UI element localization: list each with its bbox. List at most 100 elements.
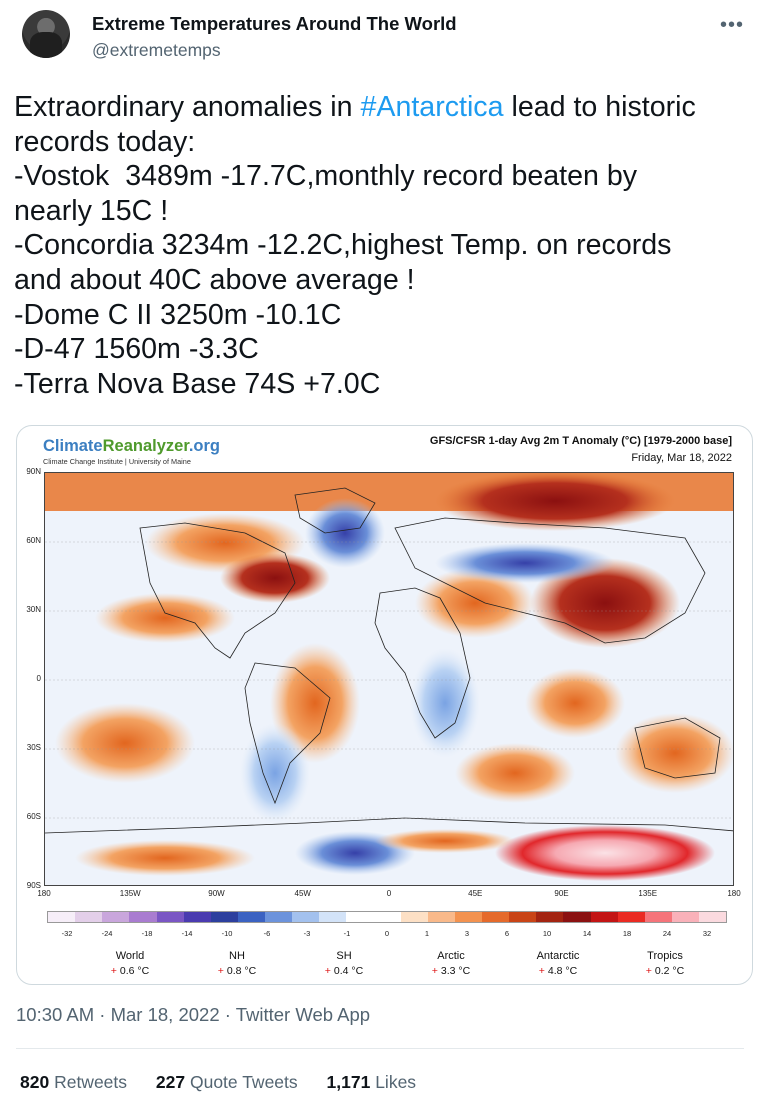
colorbar-swatch	[346, 912, 374, 922]
colorbar-swatch	[671, 912, 699, 922]
colorbar-tick-label: 24	[662, 929, 672, 938]
longitude-label: 0	[386, 889, 392, 898]
colorbar-tick-label: 14	[582, 929, 592, 938]
stat-value: +4.8 °C	[538, 965, 578, 977]
colorbar-tick-label: -10	[221, 929, 233, 938]
colorbar-tick-label: -32	[61, 929, 73, 938]
stat-name: World	[115, 950, 145, 962]
map-title: GFS/CFSR 1-day Avg 2m T Anomaly (°C) [19…	[429, 435, 732, 447]
colorbar-labels: -32 -24 -18 -14 -10 -6 -3 -1 0 1 3 6 10 14 18 24 32	[47, 926, 727, 938]
colorbar-swatch	[644, 912, 672, 922]
logo-part: Reanalyzer	[102, 437, 189, 455]
colorbar-swatch	[292, 912, 320, 922]
colorbar-swatch	[102, 912, 130, 922]
colorbar-tick-label: 10	[542, 929, 552, 938]
tweet-line: nearly 15C !	[14, 194, 169, 227]
colorbar-tick-label: -24	[101, 929, 113, 938]
plus-sign: +	[324, 965, 331, 977]
climate-reanalyzer-logo: ClimateReanalyzer.org	[43, 437, 220, 456]
likes-count: 1,171	[326, 1072, 371, 1092]
colorbar-tick-label: -1	[343, 929, 351, 938]
plus-sign: +	[645, 965, 652, 977]
retweets-link[interactable]: 820 Retweets	[20, 1072, 127, 1092]
colorbar-swatch	[48, 912, 76, 922]
stat-nh: NH +0.8 °C	[187, 950, 287, 977]
tweet-line: -Concordia 3234m -12.2C,highest Temp. on…	[14, 229, 672, 262]
hashtag-link[interactable]: #Antarctica	[360, 91, 504, 123]
stat-name: SH	[336, 950, 352, 962]
colorbar-swatch	[699, 912, 727, 922]
plus-sign: +	[217, 965, 224, 977]
colorbar-swatch	[536, 912, 564, 922]
tweet-line: and about 40C above average !	[14, 263, 415, 296]
colorbar-tick-label: -6	[263, 929, 271, 938]
stat-value: +0.2 °C	[645, 965, 685, 977]
colorbar-swatch	[427, 912, 455, 922]
east-antarctica-anomaly	[495, 825, 715, 881]
colorbar-tick-label: -14	[181, 929, 193, 938]
likes-link[interactable]: 1,171 Likes	[327, 1072, 417, 1092]
tweet-text: Extraordinary anomalies in #Antarctica l…	[14, 90, 754, 401]
graticule	[45, 541, 733, 819]
plus-sign: +	[538, 965, 545, 977]
divider	[16, 1048, 744, 1049]
colorbar-swatch	[509, 912, 537, 922]
avatar[interactable]	[22, 10, 70, 58]
more-horizontal-icon[interactable]: •••	[719, 14, 744, 36]
text-segment: Extraordinary anomalies in	[14, 91, 361, 123]
retweets-count: 820	[20, 1072, 50, 1092]
latitude-label: 90N	[26, 467, 41, 476]
stat-arctic: Arctic +3.3 °C	[401, 950, 501, 977]
latitude-label: 30N	[26, 605, 41, 614]
colorbar-tick-label: 6	[504, 929, 510, 938]
longitude-label: 45E	[468, 889, 483, 898]
quote-tweets-label: Quote Tweets	[189, 1072, 298, 1092]
colorbar-swatch	[183, 912, 211, 922]
tweet-line: Extraordinary anomalies in #Antarctica l…	[14, 90, 754, 125]
longitude-label: 135W	[119, 889, 141, 898]
stat-antarctic: Antarctic +4.8 °C	[508, 950, 608, 977]
stat-sh: SH +0.4 °C	[294, 950, 394, 977]
retweets-label: Retweets	[54, 1072, 128, 1092]
tweet-header: Extreme Temperatures Around The World @e…	[20, 8, 748, 72]
stat-value: +0.6 °C	[110, 965, 150, 977]
stat-name: Tropics	[647, 950, 683, 962]
colorbar-swatch	[590, 912, 618, 922]
colorbar-swatch	[129, 912, 157, 922]
temperature-anomaly-map	[44, 472, 734, 886]
colorbar-swatch	[319, 912, 347, 922]
display-name[interactable]: Extreme Temperatures Around The World	[92, 13, 457, 34]
tweet-line: -Dome C II 3250m -10.1C	[14, 298, 342, 331]
stat-value: +0.8 °C	[217, 965, 257, 977]
longitude-label: 180	[37, 889, 51, 898]
latitude-label: 60S	[26, 812, 41, 821]
latitude-label: 30S	[26, 743, 41, 752]
logo-part: .org	[188, 437, 221, 455]
stat-value: +0.4 °C	[324, 965, 364, 977]
regional-stats: World +0.6 °C NH +0.8 °C SH +0.4 °C Arctic +3.3…	[77, 950, 717, 982]
longitude-label: 90W	[208, 889, 225, 898]
colorbar	[47, 911, 727, 923]
colorbar-swatch	[373, 912, 401, 922]
colorbar-tick-label: -3	[303, 929, 311, 938]
plus-sign: +	[431, 965, 438, 977]
tweet-line: -D-47 1560m -3.3C	[14, 333, 259, 366]
colorbar-swatch	[617, 912, 645, 922]
stat-world: World +0.6 °C	[80, 950, 180, 977]
stat-name: Antarctic	[536, 950, 580, 962]
colorbar-swatch	[75, 912, 103, 922]
colorbar-tick-label: -18	[141, 929, 153, 938]
handle[interactable]: @extremetemps	[92, 40, 221, 60]
tweet-line: -Vostok 3489m -17.7C,monthly record beat…	[14, 160, 638, 193]
logo-part: Climate	[43, 437, 103, 455]
quote-tweets-count: 227	[155, 1072, 186, 1092]
tweet-line: records today:	[14, 125, 196, 158]
colorbar-swatch	[400, 912, 428, 922]
tweet-media-image[interactable]: ClimateReanalyzer.org Climate Change Ins…	[16, 425, 753, 985]
colorbar-swatch	[156, 912, 184, 922]
quote-tweets-link[interactable]: 227 Quote Tweets	[156, 1072, 298, 1092]
text-segment: lead to historic	[503, 91, 696, 123]
tweet-timestamp[interactable]: 10:30 AM · Mar 18, 2022 · Twitter Web Ap…	[16, 1004, 371, 1025]
longitude-label: 135E	[638, 889, 658, 898]
colorbar-swatch	[482, 912, 510, 922]
